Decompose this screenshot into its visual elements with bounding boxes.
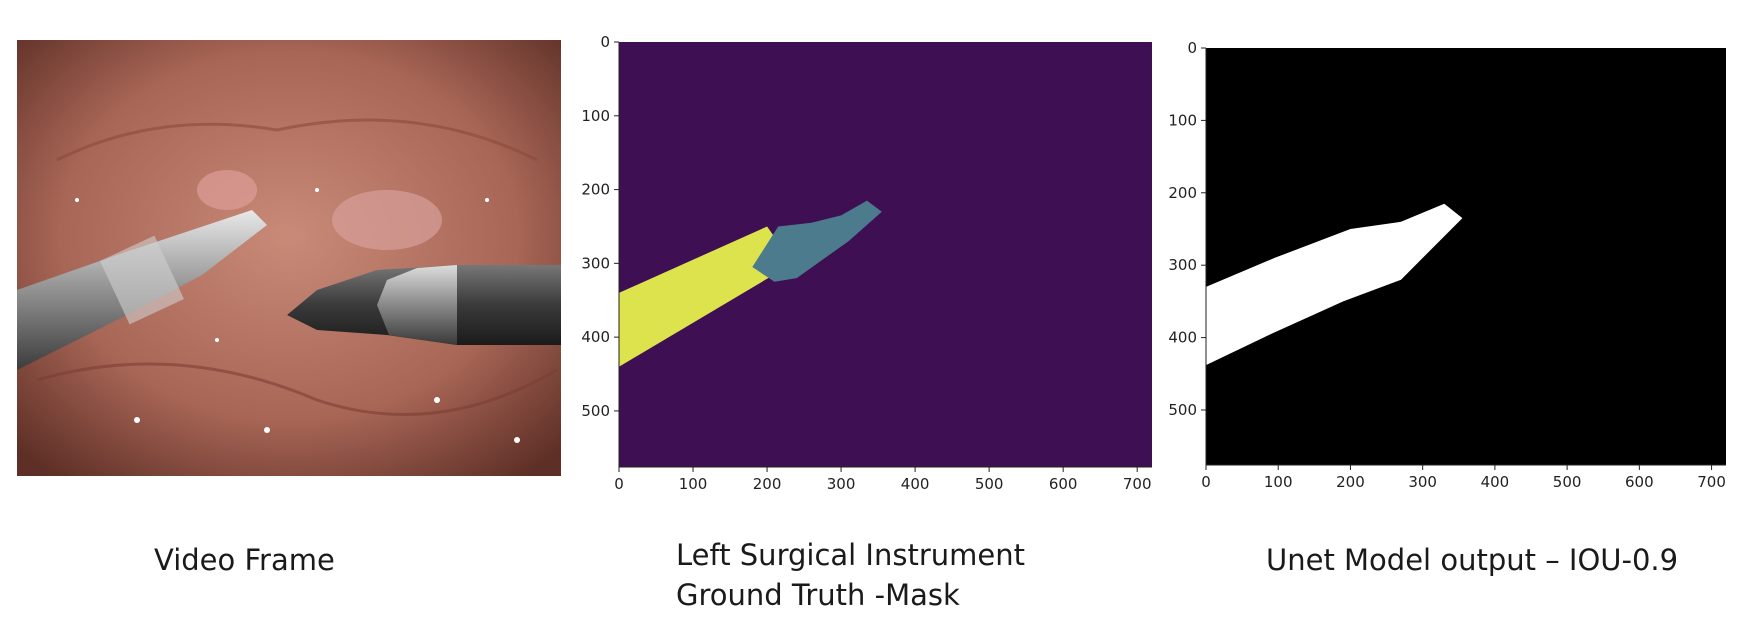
x-tick-label: 0	[614, 475, 624, 493]
ground-truth-caption-line1: Left Surgical Instrument	[676, 538, 1025, 572]
x-tick-label: 200	[1336, 473, 1365, 491]
x-tick-label: 0	[1201, 473, 1211, 491]
y-tick-label: 300	[581, 254, 610, 272]
unet-output-caption: Unet Model output – IOU-0.9	[1266, 543, 1679, 577]
x-tick-label: 600	[1049, 475, 1078, 493]
mask-region-tip	[752, 200, 882, 282]
y-tick-label: 200	[1168, 184, 1197, 202]
surgical-scene-illustration	[17, 40, 561, 476]
y-tick-label: 100	[1168, 111, 1197, 129]
x-tick-label: 300	[1408, 473, 1437, 491]
y-tick-label: 400	[581, 328, 610, 346]
y-tick-label: 300	[1168, 256, 1197, 274]
x-tick-label: 400	[901, 475, 930, 493]
y-tick-label: 500	[1168, 401, 1197, 419]
y-tick-label: 100	[581, 107, 610, 125]
mask-region-shaft	[619, 226, 793, 367]
x-tick-label: 500	[1553, 473, 1582, 491]
x-tick-label: 200	[753, 475, 782, 493]
x-tick-label: 600	[1625, 473, 1654, 491]
y-tick-label: 200	[581, 181, 610, 199]
x-tick-label: 100	[679, 475, 708, 493]
x-tick-label: 300	[827, 475, 856, 493]
y-tick-label: 400	[1168, 329, 1197, 347]
x-tick-label: 400	[1481, 473, 1510, 491]
x-tick-label: 700	[1697, 473, 1726, 491]
x-tick-label: 700	[1123, 475, 1152, 493]
mask-region-predicted-instrument	[1206, 203, 1463, 366]
video-frame-image	[17, 40, 561, 476]
video-frame-caption: Video Frame	[154, 543, 335, 577]
ground-truth-caption-line2: Ground Truth -Mask	[676, 578, 960, 612]
x-tick-label: 500	[975, 475, 1004, 493]
x-tick-label: 100	[1264, 473, 1293, 491]
y-tick-label: 0	[1187, 39, 1197, 57]
y-tick-label: 500	[581, 402, 610, 420]
y-tick-label: 0	[600, 33, 610, 51]
